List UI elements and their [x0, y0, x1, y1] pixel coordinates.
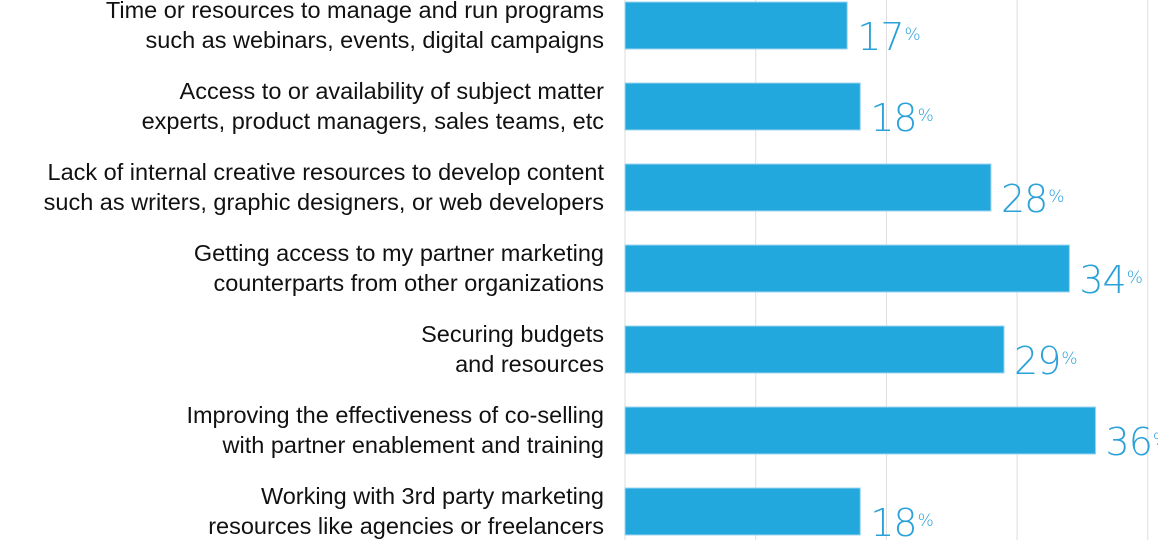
category-label-line: Getting access to my partner marketing [193, 240, 604, 266]
bar [624, 82, 861, 131]
category-label-line: Securing budgets [421, 321, 604, 347]
percent-sign: % [917, 106, 934, 126]
value-label: 18% [870, 501, 934, 545]
percent-sign: % [1061, 349, 1077, 369]
category-label: Working with 3rd party marketing resource… [0, 481, 604, 541]
value-label: 34% [1079, 258, 1143, 302]
value-label: 18% [870, 96, 934, 140]
value-label: 36% [1106, 423, 1158, 461]
bar [624, 163, 992, 212]
value-label: 17% [857, 15, 921, 59]
bar [624, 1, 848, 50]
category-label-line: such as writers, graphic designers, or w… [43, 189, 604, 215]
value-number: 17 [857, 15, 904, 59]
category-label: Lack of internal creative resources to d… [0, 157, 604, 217]
category-label: Time or resources to manage and run prog… [0, 0, 604, 55]
category-label-line: Access to or availability of subject mat… [179, 78, 604, 104]
category-label: Improving the effectiveness of co-sellin… [0, 400, 604, 460]
category-label: Getting access to my partner marketing co… [0, 238, 604, 298]
bar [624, 244, 1070, 293]
category-label-line: and resources [455, 351, 604, 377]
percent-sign: % [904, 25, 921, 45]
bar [624, 325, 1005, 374]
category-label-line: such as webinars, events, digital campai… [145, 27, 605, 53]
category-label: Securing budgets and resources [0, 319, 604, 379]
percent-sign: % [1048, 187, 1064, 207]
value-number: 18 [870, 501, 917, 545]
percent-sign: % [917, 511, 934, 531]
category-label-line: Lack of internal creative resources to d… [47, 159, 604, 185]
value-number: 29 [1014, 339, 1061, 383]
bar [624, 406, 1097, 455]
percent-sign: % [1126, 268, 1143, 288]
category-label-line: Improving the effectiveness of co-sellin… [186, 402, 604, 428]
category-label-line: Working with 3rd party marketing [260, 483, 604, 509]
category-label-line: counterparts from other organizations [213, 270, 604, 296]
percent-sign: % [1153, 430, 1158, 450]
value-number: 28 [1000, 177, 1048, 221]
value-number: 36 [1105, 420, 1153, 464]
category-label-line: Time or resources to manage and run prog… [105, 0, 604, 23]
value-label: 28% [1000, 177, 1065, 221]
value-number: 18 [870, 96, 917, 140]
bar [624, 487, 861, 536]
category-label-line: with partner enablement and training [222, 432, 604, 458]
category-label: Access to or availability of subject mat… [0, 76, 604, 136]
value-number: 34 [1079, 258, 1126, 302]
category-label-line: experts, product managers, sales teams, … [141, 108, 604, 134]
category-label-line: resources like agencies or freelancers [208, 513, 604, 539]
value-label: 29% [1014, 339, 1078, 383]
